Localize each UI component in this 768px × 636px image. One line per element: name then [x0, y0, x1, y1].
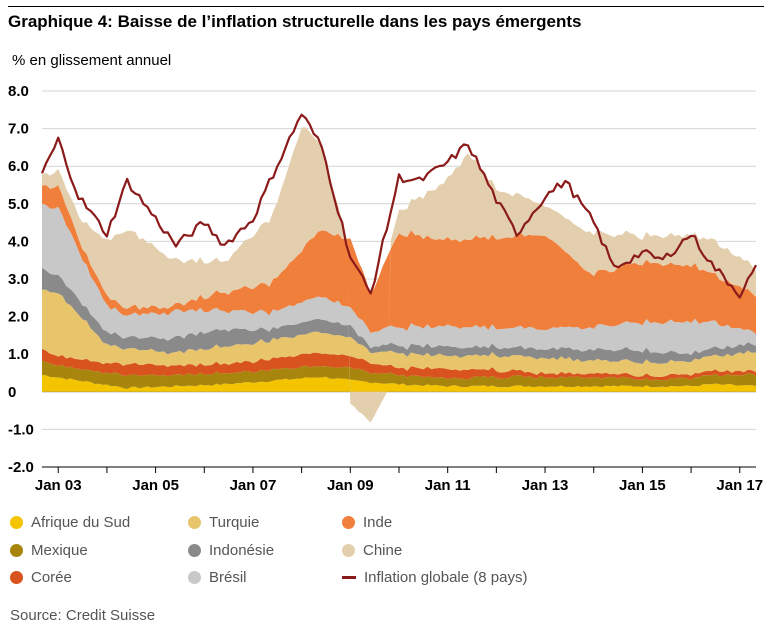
legend-label: Inde: [363, 514, 393, 531]
source-note: Source: Credit Suisse: [10, 607, 156, 624]
line-series-inflation-globale: [40, 113, 757, 299]
legend-item-chine: Chine: [342, 542, 402, 559]
x-tick-label: Jan 17: [716, 477, 763, 494]
y-tick-label: 0: [8, 384, 16, 401]
y-tick-label: 1.0: [8, 346, 29, 363]
legend-label: Corée: [31, 569, 72, 586]
chart-area: -2.0 -1.0 0 1.0 2.0 3.0 4.0 5.0 6.0 7.0 8.0 Jan 03 J…: [8, 83, 763, 494]
legend-label: Brésil: [209, 569, 247, 586]
legend-item-inde: Inde: [342, 514, 392, 531]
x-tick-label: Jan 05: [132, 477, 179, 494]
x-tick-label: Jan 03: [35, 477, 82, 494]
area-series-chine: [42, 127, 756, 423]
area-series-mexique: [42, 360, 756, 390]
x-tick-label: Jan 13: [522, 477, 569, 494]
x-tick-label: Jan 09: [327, 477, 374, 494]
legend-item-indonesie: Indonésie: [188, 542, 274, 559]
legend-line-swatch: [342, 576, 356, 579]
legend-label: Turquie: [209, 514, 260, 531]
title-rule: [8, 6, 764, 7]
y-tick-label: 7.0: [8, 121, 29, 138]
unit-label: % en glissement annuel: [12, 52, 172, 69]
y-tick-label: 3.0: [8, 271, 29, 288]
legend-swatch: [10, 571, 23, 584]
y-tick-label: 6.0: [8, 158, 29, 175]
legend-label: Afrique du Sud: [31, 514, 131, 531]
y-tick-label: -1.0: [8, 421, 34, 438]
chart-title: Graphique 4: Baisse de l’inflation struc…: [8, 12, 582, 31]
legend-swatch: [10, 544, 23, 557]
legend-item-afrique-du-sud: Afrique du Sud: [10, 514, 130, 531]
y-tick-label: 5.0: [8, 196, 29, 213]
y-tick-label: -2.0: [8, 459, 34, 476]
legend-label: Mexique: [31, 542, 88, 559]
legend: Afrique du Sud Mexique Corée Turquie Ind…: [8, 514, 628, 594]
y-tick-label: 8.0: [8, 83, 29, 100]
area-series-turquie: [42, 289, 756, 377]
legend-item-coree: Corée: [10, 569, 72, 586]
area-series-cor-e: [42, 348, 756, 381]
legend-swatch: [10, 516, 23, 529]
x-tick-label: Jan 11: [425, 477, 471, 494]
area-series-indon-sie: [42, 267, 756, 364]
legend-item-mexique: Mexique: [10, 542, 88, 559]
area-series-afrique-du-sud: [42, 374, 756, 392]
area-series-inde: [42, 185, 756, 335]
x-tick-label: Jan 07: [230, 477, 277, 494]
legend-label: Chine: [363, 542, 403, 559]
area-series-br-sil: [42, 203, 756, 356]
legend-label: Inflation globale (8 pays): [364, 569, 528, 586]
legend-swatch: [188, 516, 201, 529]
legend-label: Indonésie: [209, 542, 275, 559]
y-tick-label: 4.0: [8, 233, 29, 250]
legend-item-inflation-globale: Inflation globale (8 pays): [342, 569, 527, 586]
x-tick-label: Jan 15: [619, 477, 666, 494]
legend-item-turquie: Turquie: [188, 514, 259, 531]
legend-swatch: [188, 544, 201, 557]
legend-swatch: [342, 516, 355, 529]
y-tick-label: 2.0: [8, 309, 29, 326]
legend-swatch: [342, 544, 355, 557]
legend-item-bresil: Brésil: [188, 569, 247, 586]
legend-swatch: [188, 571, 201, 584]
